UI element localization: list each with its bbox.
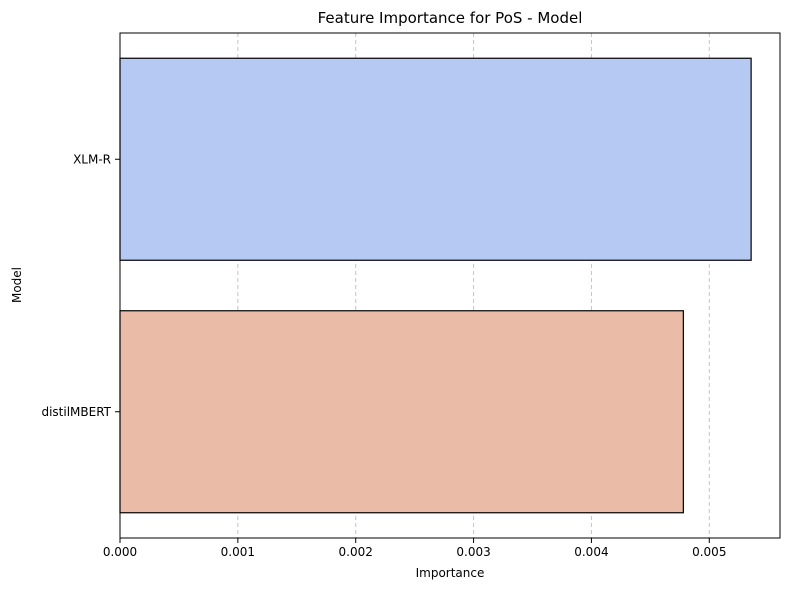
bar-distilmbert <box>119 310 684 514</box>
x-axis-label: Importance <box>416 566 485 580</box>
x-tick-label: 0.005 <box>692 545 726 559</box>
x-tick-label: 0.003 <box>456 545 490 559</box>
x-axis-ticks: 0.000 0.001 0.002 0.003 0.004 0.005 <box>103 538 726 559</box>
y-tick-label: XLM-R <box>73 152 111 166</box>
bar-xlm-r <box>119 57 752 261</box>
plot-frame <box>119 32 781 539</box>
x-tick-label: 0.002 <box>339 545 373 559</box>
chart-title: Feature Importance for PoS - Model <box>318 9 583 27</box>
x-tick-label: 0.004 <box>574 545 608 559</box>
y-axis-label: Model <box>10 267 24 303</box>
bars <box>119 57 752 514</box>
x-tick-label: 0.000 <box>103 545 137 559</box>
x-tick-label: 0.001 <box>221 545 255 559</box>
y-tick-label: distilMBERT <box>41 405 111 419</box>
y-axis-ticks: XLM-R distilMBERT <box>41 152 120 419</box>
